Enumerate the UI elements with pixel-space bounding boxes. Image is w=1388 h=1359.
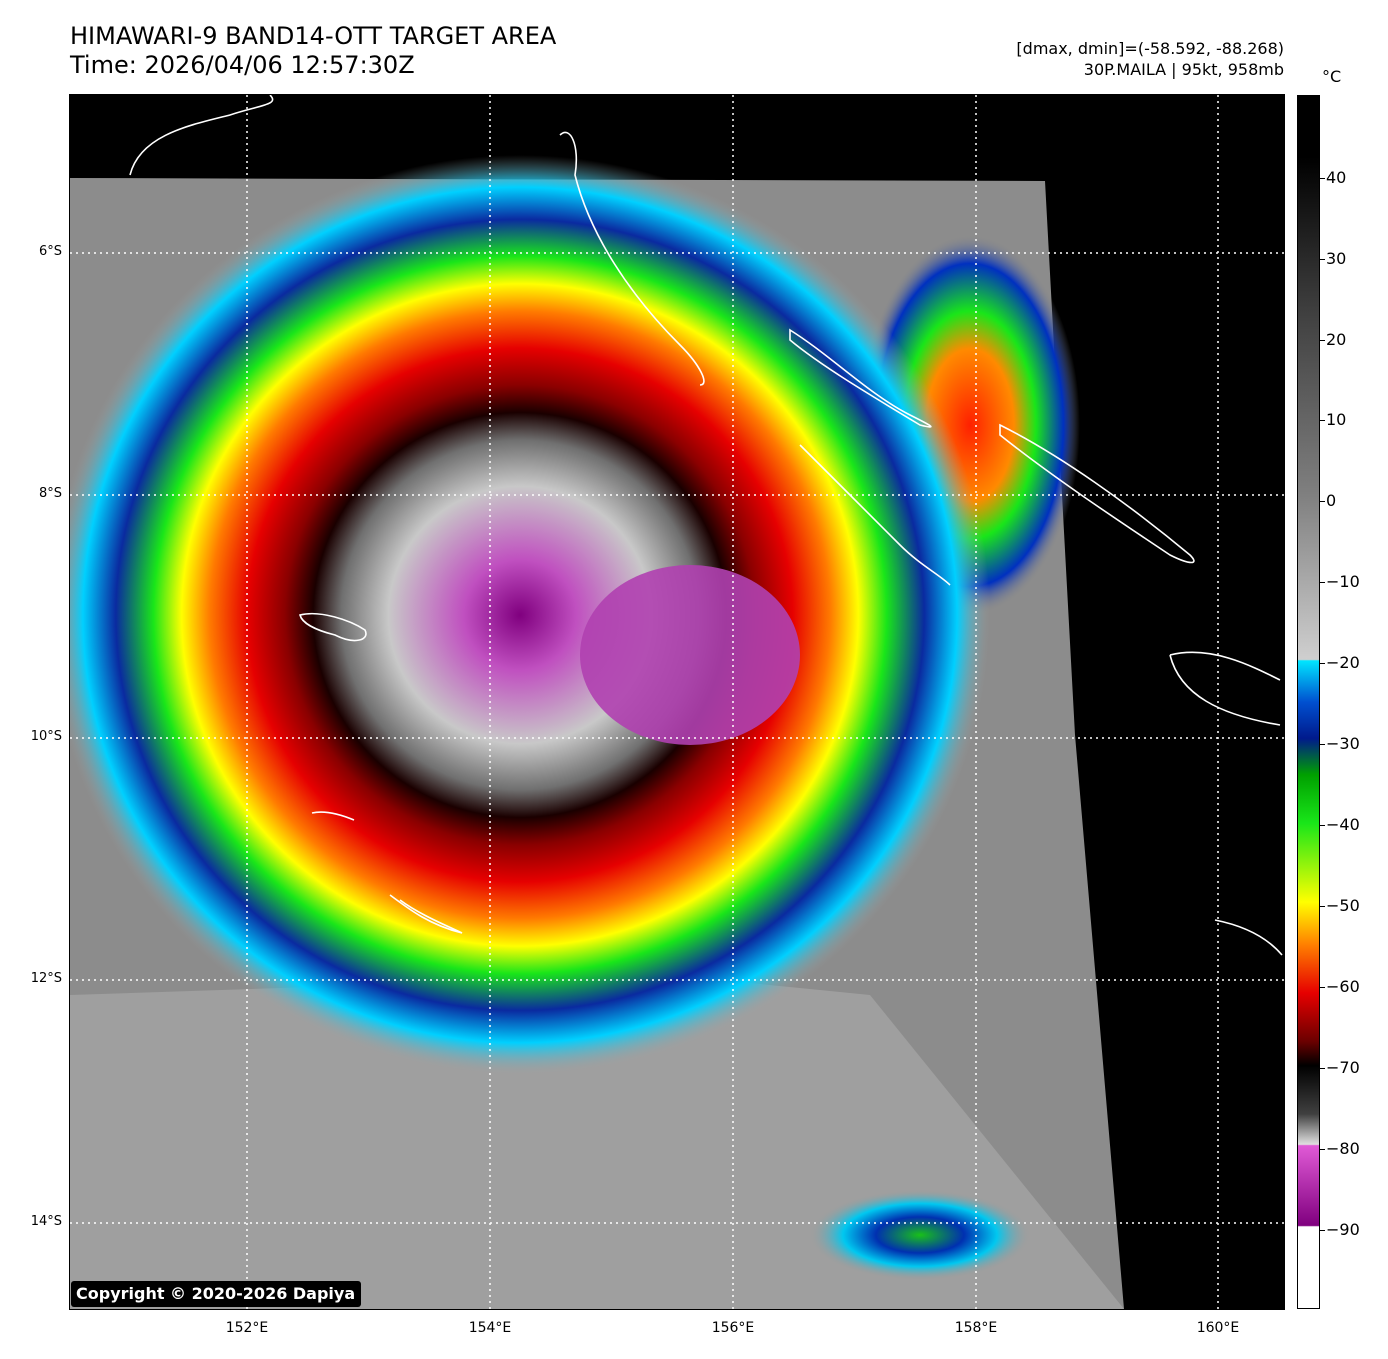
coastlines <box>129 95 1283 956</box>
lat-label-14s: 14°S <box>30 1214 62 1229</box>
satellite-map <box>69 94 1285 1310</box>
lon-label-152e: 152°E <box>225 1320 269 1336</box>
lat-label-10s: 10°S <box>30 729 62 744</box>
colorbar-tick: 40 <box>1326 168 1347 187</box>
colorbar-tick: −90 <box>1326 1220 1360 1239</box>
lat-label-8s: 8°S <box>38 486 62 501</box>
coldest-tops <box>580 565 800 745</box>
colorbar-tick: 20 <box>1326 330 1347 349</box>
colorbar-tick: 10 <box>1326 410 1347 429</box>
colorbar-tick: −50 <box>1326 896 1360 915</box>
colorbar-tick: −60 <box>1326 977 1360 996</box>
lat-label-6s: 6°S <box>38 244 62 259</box>
colorbar-unit: °C <box>1322 67 1342 86</box>
colorbar-tick: −10 <box>1326 572 1360 591</box>
colorbar <box>1297 95 1320 1309</box>
storm-info-text: 30P.MAILA | 95kt, 958mb <box>1083 60 1284 79</box>
colorbar-tick: −30 <box>1326 734 1360 753</box>
copyright-badge: Copyright © 2020-2026 Dapiya <box>71 1281 362 1307</box>
colorbar-tick: −40 <box>1326 815 1360 834</box>
graticule <box>70 95 1284 1309</box>
colorbar-tick: −20 <box>1326 653 1360 672</box>
southern-convection <box>810 1190 1030 1280</box>
storm-meta: [dmax, dmin]=(-58.592, -88.268) 30P.MAIL… <box>1016 38 1284 80</box>
colorbar-tick: 30 <box>1326 249 1347 268</box>
chart-title: HIMAWARI-9 BAND14-OTT TARGET AREA Time: … <box>70 22 556 80</box>
colorbar-tick: −80 <box>1326 1139 1360 1158</box>
dmax-dmin-text: [dmax, dmin]=(-58.592, -88.268) <box>1016 39 1284 58</box>
colorbar-tick: −70 <box>1326 1058 1360 1077</box>
lon-label-158e: 158°E <box>954 1320 998 1336</box>
title-time: Time: 2026/04/06 12:57:30Z <box>70 51 415 79</box>
lat-label-12s: 12°S <box>30 971 62 986</box>
colorbar-tick: 0 <box>1326 491 1337 510</box>
lon-label-154e: 154°E <box>468 1320 512 1336</box>
lon-label-160e: 160°E <box>1196 1320 1240 1336</box>
lon-label-156e: 156°E <box>711 1320 755 1336</box>
title-product: HIMAWARI-9 BAND14-OTT TARGET AREA <box>70 22 557 50</box>
cyclone-cloud-mass <box>70 155 990 1075</box>
satellite-image <box>70 95 1284 1309</box>
